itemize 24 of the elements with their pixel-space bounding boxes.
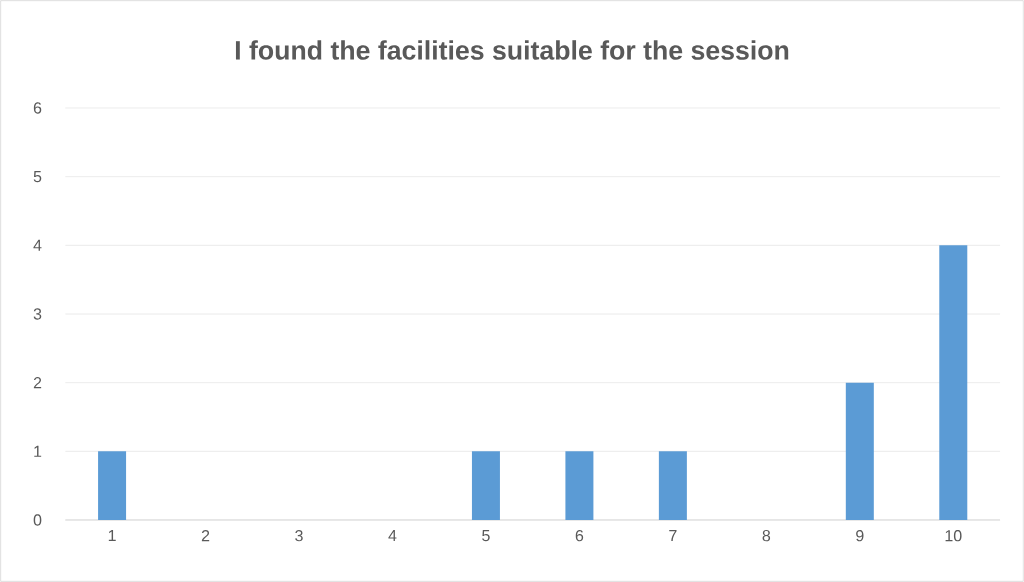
x-tick-label: 4 (388, 530, 397, 542)
x-tick-label: 8 (762, 530, 771, 542)
x-tick-label: 2 (201, 530, 210, 542)
bar (98, 451, 127, 520)
y-tick-label: 1 (34, 445, 42, 457)
x-tick-label: 7 (669, 530, 677, 542)
bar (565, 451, 594, 520)
y-tick-label: 5 (33, 171, 42, 183)
x-tick-label: 5 (482, 530, 490, 542)
bar (658, 451, 687, 520)
y-tick-label: 2 (33, 377, 42, 389)
x-tick-label: 3 (295, 530, 303, 542)
y-tick-label: 4 (33, 239, 42, 251)
y-tick-label: 0 (33, 514, 42, 526)
chart-title: I found the facilities suitable for the session (235, 40, 789, 60)
y-tick-label: 6 (33, 102, 42, 114)
x-tick-label: 1 (108, 530, 116, 542)
y-tick-label: 3 (33, 308, 42, 320)
x-tick-label: 10 (945, 530, 962, 542)
bar (471, 451, 500, 520)
bar (845, 382, 874, 520)
x-tick-label: 6 (575, 530, 584, 542)
x-tick-label: 9 (856, 530, 864, 542)
bar (939, 245, 968, 520)
